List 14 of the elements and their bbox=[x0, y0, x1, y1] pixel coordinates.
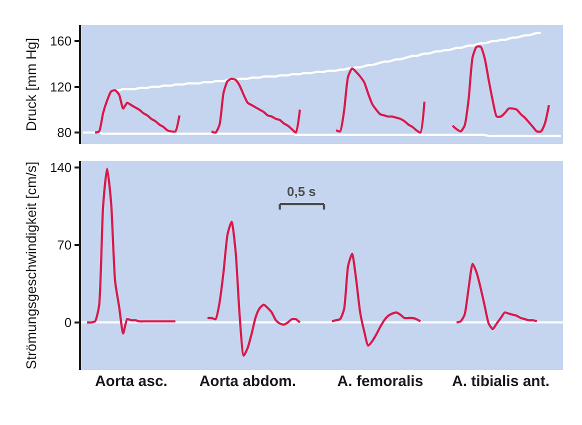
line-series bbox=[114, 32, 542, 92]
series-label: 0,5 s bbox=[287, 184, 316, 199]
x-tick-label: A. tibialis ant. bbox=[452, 373, 550, 390]
y-axis-title: Druck [mm Hg] bbox=[23, 38, 40, 132]
y-axis-title: Strömungsgeschwindigkeit [cm/s] bbox=[23, 162, 40, 370]
y-tick-label: 70 bbox=[57, 238, 72, 253]
y-tick-label: 80 bbox=[57, 125, 72, 140]
y-tick-label: 120 bbox=[50, 79, 72, 94]
x-tick-label: A. femoralis bbox=[337, 373, 424, 390]
x-tick-label: Aorta abdom. bbox=[199, 373, 296, 390]
y-tick-label: 160 bbox=[50, 34, 72, 49]
x-tick-label: Aorta asc. bbox=[94, 373, 168, 390]
y-tick-label: 140 bbox=[50, 160, 72, 176]
y-tick-label: 0 bbox=[64, 314, 72, 330]
